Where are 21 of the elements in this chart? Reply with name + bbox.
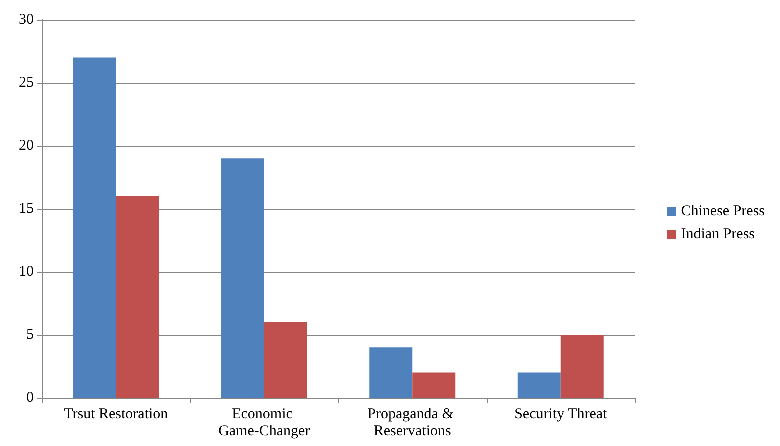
bar <box>73 58 116 398</box>
y-tick-label: 25 <box>19 75 34 91</box>
bar <box>116 196 160 398</box>
y-tick-label: 0 <box>26 390 34 406</box>
y-tick-label: 20 <box>19 138 34 154</box>
bar <box>264 322 308 398</box>
x-tick-label: Security Threat <box>514 406 608 422</box>
x-tick-label: Trsut Restoration <box>64 406 169 422</box>
bar <box>412 372 456 398</box>
legend-label: Indian Press <box>681 226 756 242</box>
legend-label: Chinese Press <box>681 204 766 220</box>
bar <box>221 158 264 398</box>
y-tick-label: 10 <box>19 264 34 280</box>
bar <box>370 348 413 398</box>
y-tick-label: 30 <box>19 12 34 28</box>
bar <box>518 372 561 398</box>
y-tick-label: 5 <box>26 327 34 343</box>
x-tick-label: Economic Game-Changer <box>218 406 310 440</box>
x-tick-label: Propaganda & Reservations <box>368 406 458 440</box>
bar <box>560 335 604 398</box>
y-tick-label: 15 <box>19 201 34 217</box>
